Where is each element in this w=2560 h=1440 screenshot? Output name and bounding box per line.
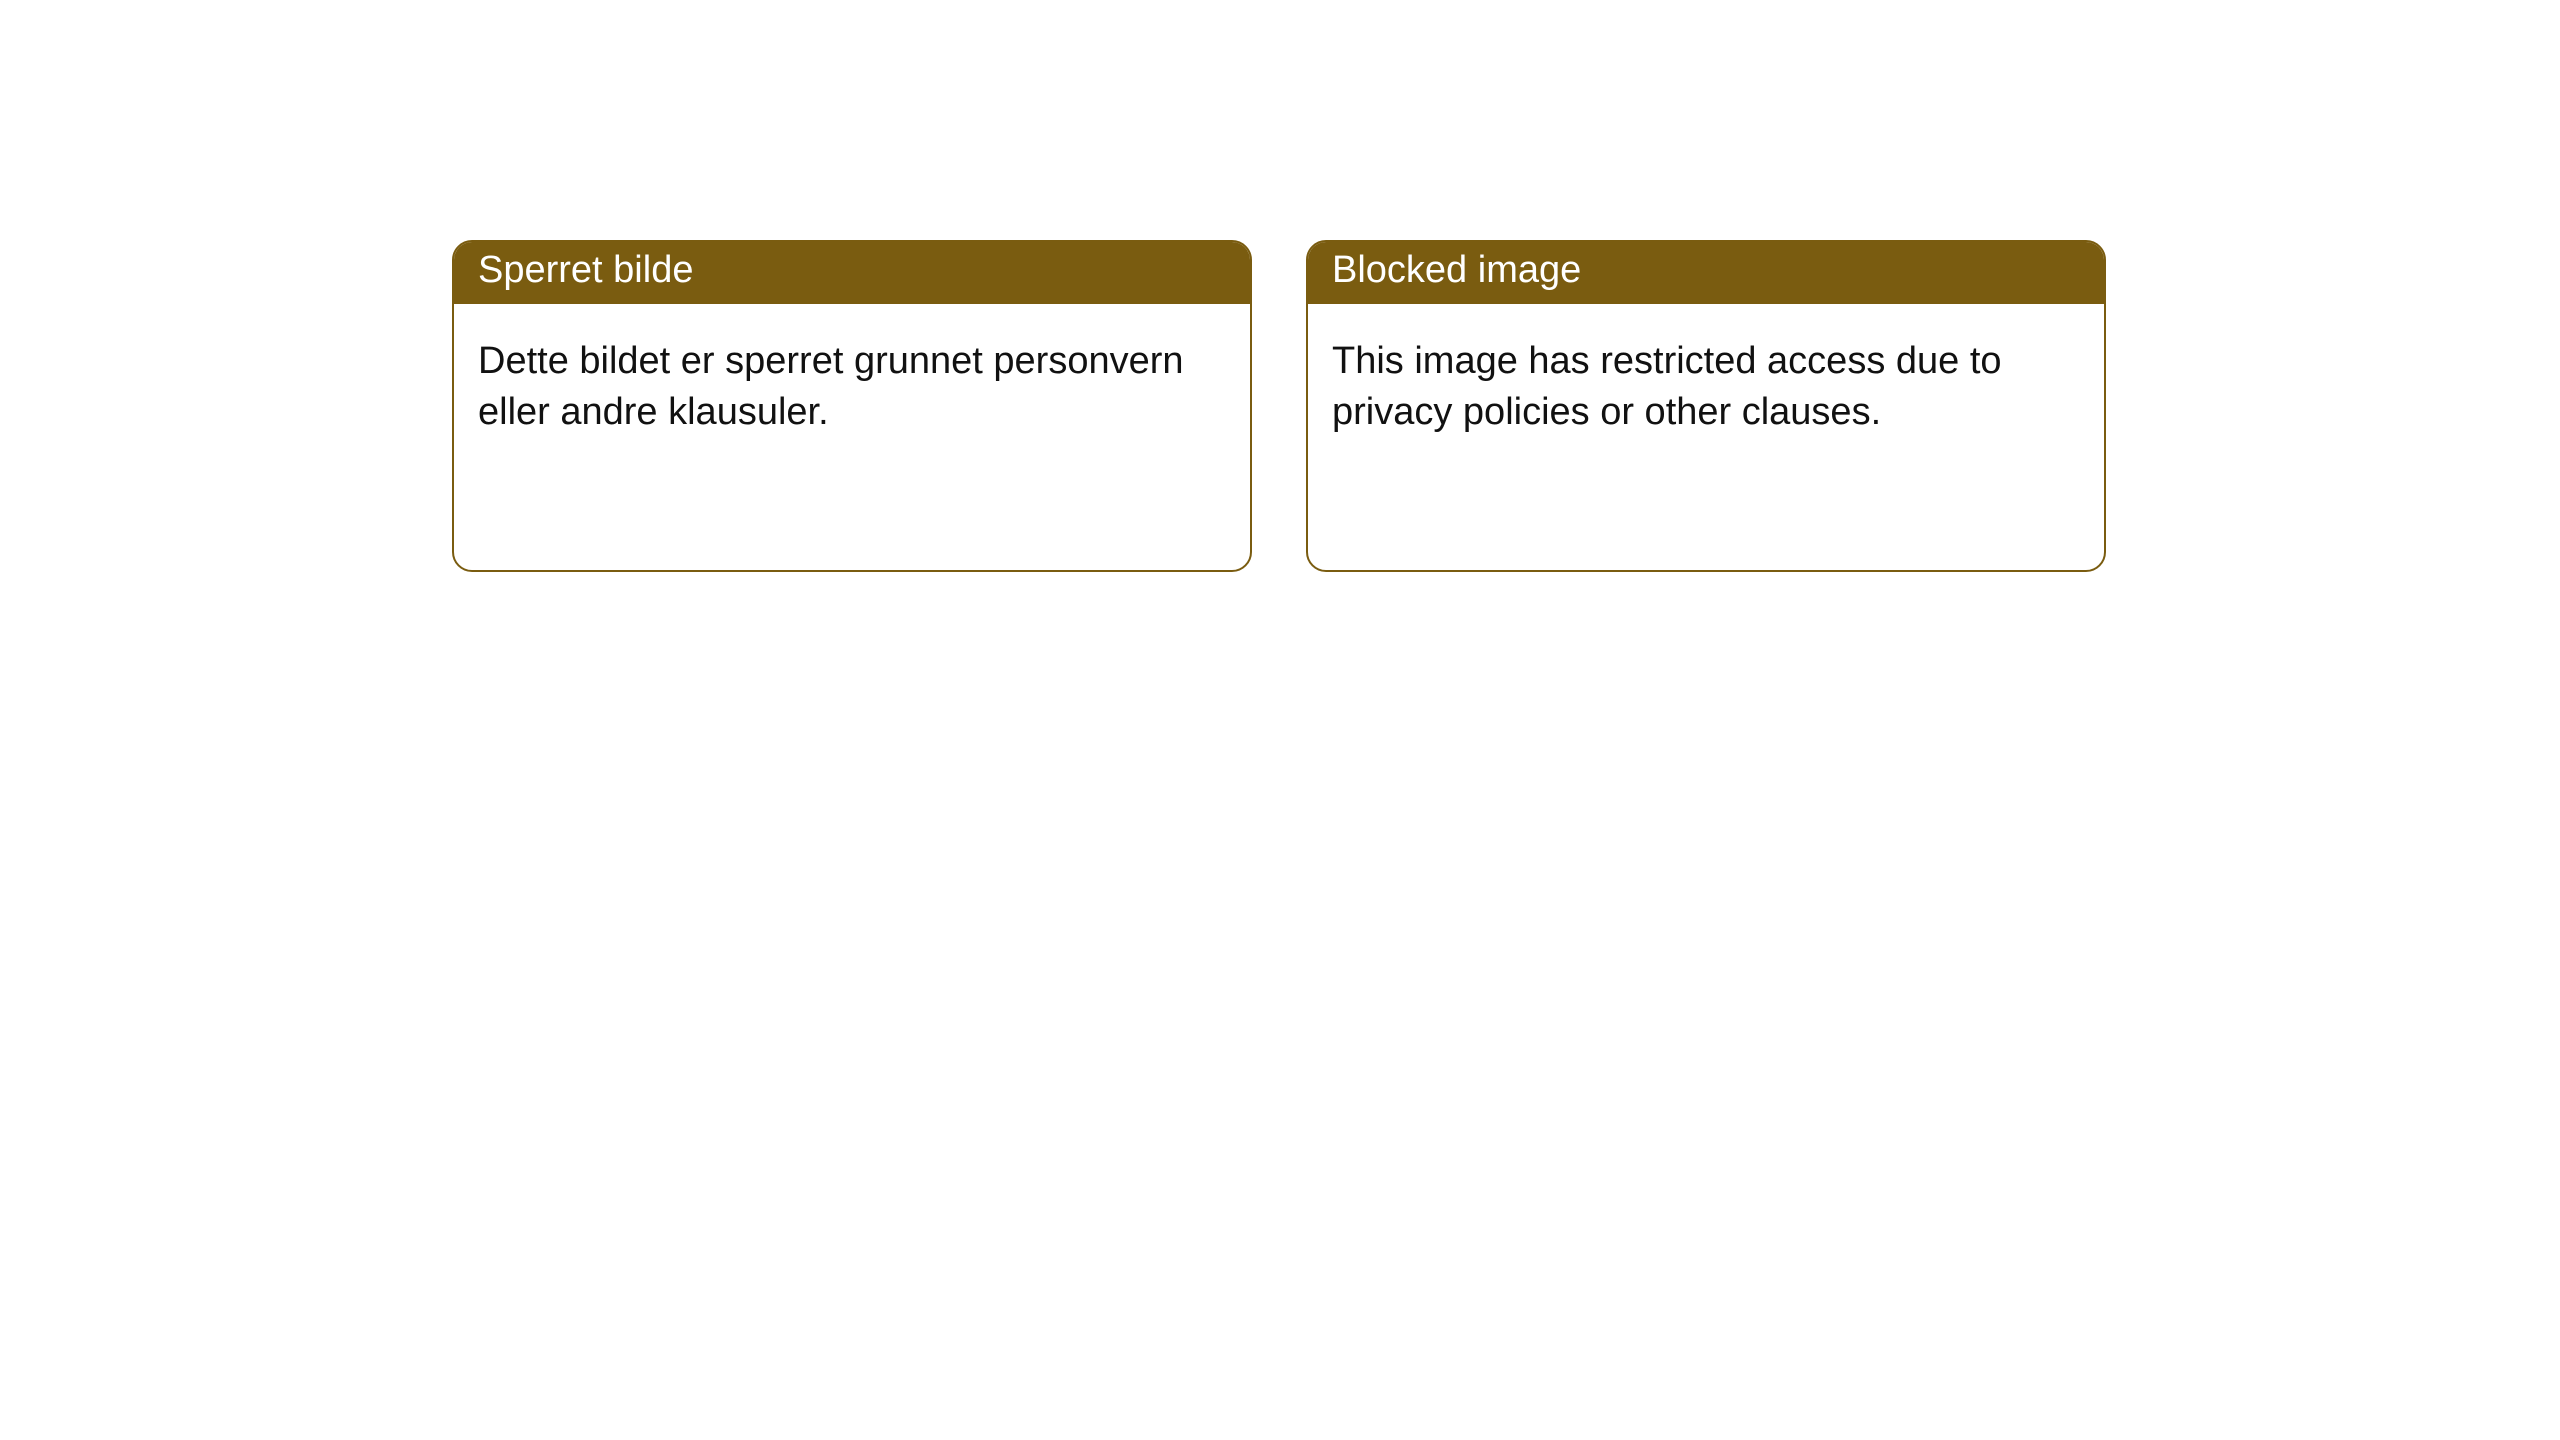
blocked-image-card-english: Blocked image This image has restricted … — [1306, 240, 2106, 572]
card-body-english: This image has restricted access due to … — [1308, 304, 2104, 463]
blocked-image-card-norwegian: Sperret bilde Dette bildet er sperret gr… — [452, 240, 1252, 572]
cards-container: Sperret bilde Dette bildet er sperret gr… — [0, 0, 2560, 572]
card-header-norwegian: Sperret bilde — [454, 242, 1250, 304]
card-header-english: Blocked image — [1308, 242, 2104, 304]
card-body-norwegian: Dette bildet er sperret grunnet personve… — [454, 304, 1250, 463]
